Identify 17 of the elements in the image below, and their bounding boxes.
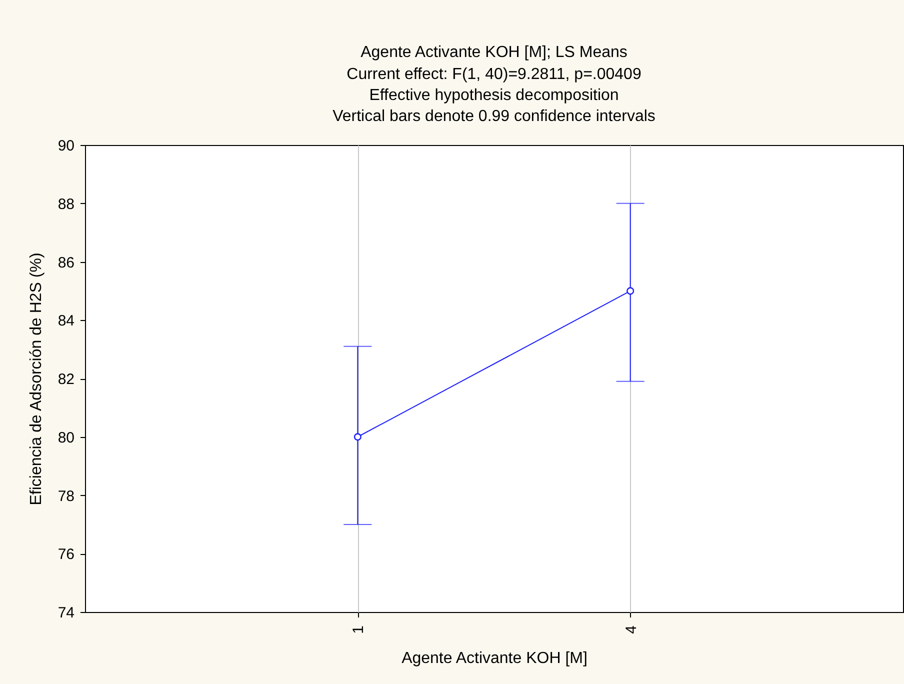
- y-axis-title: Eficiencia de Adsorción de H2S (%): [28, 252, 45, 506]
- y-tick-label: 90: [58, 138, 74, 154]
- chart-title: Agente Activante KOH [M]; LS Means: [360, 44, 628, 61]
- y-tick-label: 74: [58, 604, 74, 622]
- y-tick-label: 84: [58, 312, 74, 330]
- y-tick-label: 80: [58, 429, 74, 446]
- text: Vertical bars denote 0.99 confidence intervals: [332, 108, 656, 125]
- x-axis-title: Agente Activante KOH [M]: [402, 650, 588, 667]
- text: Effective hypothesis decomposition: [369, 87, 619, 104]
- y-tick-label: 86: [58, 254, 74, 272]
- y-tick-label: 78: [58, 488, 74, 505]
- chart-subtitle: Current effect: F(1, 40)=9.2811, p=.00409: [346, 66, 642, 83]
- x-tick-label: 4: [622, 626, 640, 634]
- x-tick-label: 1: [350, 626, 368, 634]
- y-tick-label: 88: [58, 196, 74, 213]
- y-tick-label: 76: [58, 546, 74, 564]
- y-tick-label: 82: [58, 371, 74, 388]
